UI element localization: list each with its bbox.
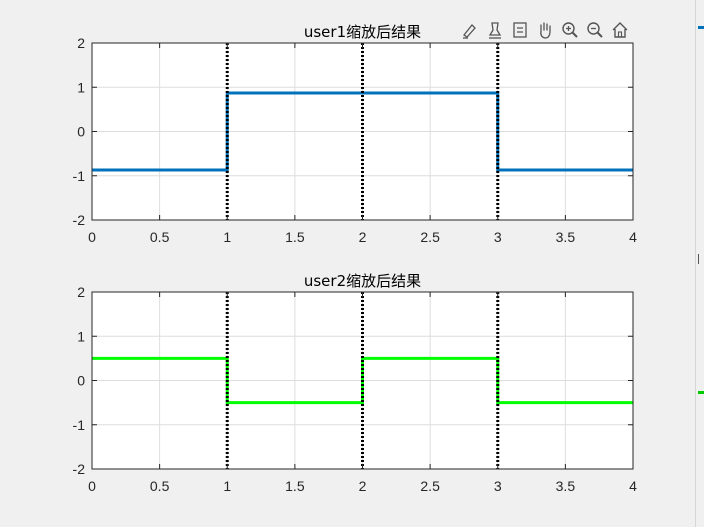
x-tick-label-1-8: 4 [629,229,637,245]
legend-icon [513,22,527,38]
zoom-in-button[interactable] [558,18,582,42]
chart-title-1: user1缩放后结果 [304,23,421,41]
y-tick-label-2-1: -1 [73,417,86,433]
home-icon [612,22,628,38]
x-tick-label-2-8: 4 [629,478,637,494]
y-tick-label-1-4: 2 [77,35,85,51]
chart-panel-2: 0 0.5 1 1.5 2 2.5 3 3.5 4 -2 -1 0 1 2 user2缩放后结果 [73,272,638,494]
pan-hand-icon [540,22,551,39]
legend-button[interactable] [508,18,532,42]
x-tick-label-1-7: 3.5 [556,229,576,245]
edge-mark-blue [698,26,704,29]
x-tick-label-1-1: 0.5 [150,229,170,245]
data-tip-icon [488,22,502,39]
x-tick-label-2-0: 0 [88,478,96,494]
x-tick-label-1-5: 2.5 [420,229,440,245]
x-tick-label-2-1: 0.5 [150,478,170,494]
home-button[interactable] [608,18,632,42]
x-tick-label-2-3: 1.5 [285,478,305,494]
y-tick-label-1-0: -2 [73,212,86,228]
x-tick-label-2-4: 2 [359,478,367,494]
zoom-out-icon [587,22,603,38]
x-tick-label-2-6: 3 [494,478,502,494]
chart-panel-1: 0 0.5 1 1.5 2 2.5 3 3.5 4 -2 -1 0 1 2 user1缩放后结果 [73,23,638,245]
x-tick-label-1-2: 1 [223,229,231,245]
y-tick-label-2-4: 2 [77,284,85,300]
series-line-1-0 [92,91,633,172]
y-tick-label-1-3: 1 [77,79,85,95]
y-tick-label-2-0: -2 [73,461,86,477]
chart-title-2: user2缩放后结果 [304,272,421,290]
x-tick-label-2-5: 2.5 [420,478,440,494]
zoom-out-button[interactable] [583,18,607,42]
brush-icon [463,24,476,39]
y-tick-label-2-2: 0 [77,373,85,389]
x-tick-label-1-6: 3 [494,229,502,245]
pan-button[interactable] [533,18,557,42]
edge-mark-dark [698,254,704,264]
x-tick-label-1-4: 2 [359,229,367,245]
x-tick-label-1-0: 0 [88,229,96,245]
x-tick-label-1-3: 1.5 [285,229,305,245]
brush-button[interactable] [458,18,482,42]
x-tick-label-2-2: 1 [223,478,231,494]
edge-mark-green [698,391,704,394]
y-tick-label-2-3: 1 [77,328,85,344]
data-tip-button[interactable] [483,18,507,42]
axes-toolbar [458,16,632,44]
x-tick-label-2-7: 3.5 [556,478,576,494]
adjacent-window-edge [695,0,704,527]
zoom-in-icon [562,22,578,38]
y-tick-label-1-1: -1 [73,168,86,184]
y-tick-label-1-2: 0 [77,124,85,140]
